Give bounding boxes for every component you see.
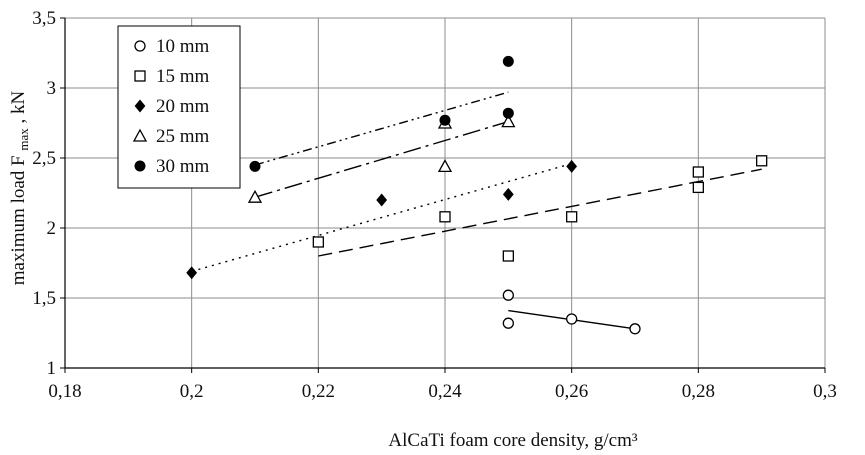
data-points <box>186 55 768 335</box>
legend-item-25-mm: 25 mm <box>132 126 210 147</box>
series-30-mm-point <box>249 160 261 172</box>
tick-labels: 0,18 0,2 0,22 0,24 0,26 0,28 0,3 1 1,5 2 2,5 3 3,5 <box>32 8 837 402</box>
legend-item-30-mm-label: 30 mm <box>156 156 210 177</box>
x-tick-label: 0,22 <box>302 381 335 402</box>
legend-item-25-mm-marker <box>132 128 148 142</box>
y-tick-label: 3 <box>47 78 57 99</box>
y-tick-label: 2 <box>47 218 57 239</box>
series-20-mm-point <box>186 266 198 280</box>
x-axis-title: AlCaTi foam core density, g/cm³ <box>388 430 637 451</box>
series-15-mm-trendline <box>318 168 762 257</box>
legend-item-20-mm-marker <box>134 99 146 113</box>
legend-item-25-mm-label: 25 mm <box>156 126 210 147</box>
axes <box>60 17 826 373</box>
y-axis-title-main: maximum load F <box>8 155 29 285</box>
series-30-mm-point <box>502 55 514 67</box>
series-25-mm-point <box>501 114 516 128</box>
legend-item-15-mm-marker <box>134 70 146 82</box>
series-15-mm-point <box>692 181 704 194</box>
series-20-mm-point <box>376 193 388 207</box>
series-15-mm-point <box>756 155 768 167</box>
y-axis-title-unit: , kN <box>8 91 29 124</box>
series-15-mm-point <box>502 250 514 262</box>
x-tick-label: 0,18 <box>48 381 81 402</box>
legend-item-10-mm: 10 mm <box>134 36 210 57</box>
x-tick-label: 0,24 <box>428 381 462 402</box>
series-15-mm-point <box>439 211 451 223</box>
legend-item-15-mm-label: 15 mm <box>156 66 210 87</box>
series-10-mm-point <box>629 323 641 335</box>
series-20-mm-point <box>566 159 578 173</box>
series-10-mm-point <box>566 313 578 325</box>
series-30-mm-point <box>502 107 514 119</box>
series-10-mm-point <box>502 289 514 301</box>
series-25-mm-point <box>437 159 453 173</box>
series-15-mm-point <box>566 211 578 223</box>
series-10-mm-point <box>502 317 514 329</box>
legend-item-20-mm: 20 mm <box>134 96 210 117</box>
y-tick-label: 1,5 <box>32 288 56 309</box>
legend-item-15-mm: 15 mm <box>134 66 210 87</box>
y-tick-label: 1 <box>47 358 57 379</box>
legend: 10 mm 15 mm 20 mm 25 mm 30 mm <box>117 25 241 189</box>
x-tick-label: 0,3 <box>813 381 837 402</box>
legend-item-30-mm: 30 mm <box>134 156 210 177</box>
legend-item-20-mm-label: 20 mm <box>156 96 210 117</box>
trendlines <box>191 91 762 330</box>
series-30-mm-point <box>439 114 451 126</box>
legend-item-30-mm-marker <box>134 160 146 172</box>
legend-item-10-mm-label: 10 mm <box>156 36 210 57</box>
series-15-mm-point <box>692 166 704 178</box>
series-15-mm-point <box>312 236 324 248</box>
y-tick-label: 2,5 <box>32 148 56 169</box>
series-20-mm-trendline <box>191 162 572 273</box>
legend-items: 10 mm 15 mm 20 mm 25 mm 30 mm <box>132 36 210 177</box>
x-tick-label: 0,28 <box>682 381 715 402</box>
y-axis-title: maximum load F max , kN <box>8 91 33 286</box>
series-30-mm-trendline <box>254 91 509 166</box>
series-20-mm-point <box>502 187 514 201</box>
x-tick-label: 0,26 <box>555 381 588 402</box>
x-tick-label: 0,2 <box>180 381 204 402</box>
series-25-mm-trendline <box>254 120 509 198</box>
y-axis-title-sub: max <box>16 128 31 151</box>
legend-item-10-mm-marker <box>134 40 146 52</box>
y-tick-label: 3,5 <box>32 8 56 29</box>
series-25-mm-point <box>247 189 263 203</box>
